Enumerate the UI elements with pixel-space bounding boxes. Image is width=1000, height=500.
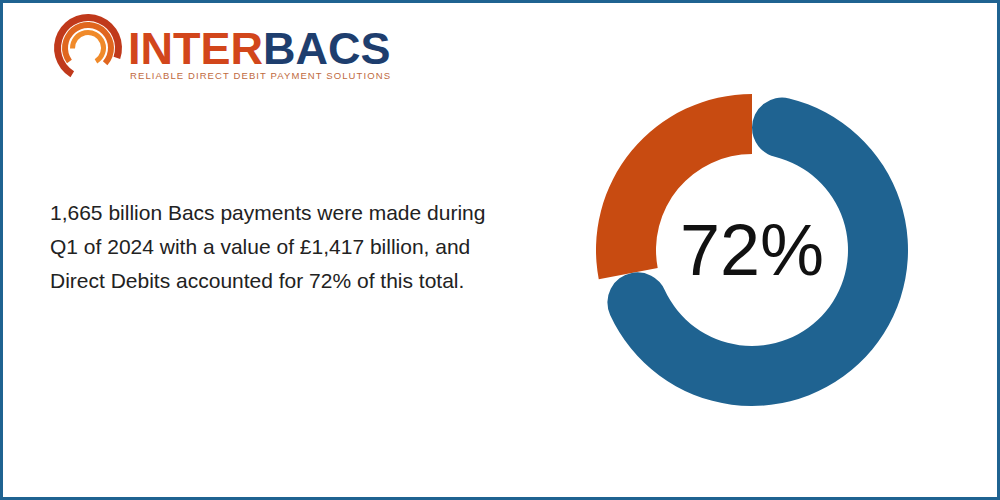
slice — [607, 98, 908, 406]
logo-text: INTERBACS — [128, 23, 391, 74]
tagline: RELIABLE DIRECT DEBIT PAYMENT SOLUTIONS — [130, 70, 391, 81]
logo: INTERBACSRELIABLE DIRECT DEBIT PAYMENT S… — [54, 14, 391, 81]
annotation-line: Direct Debits accounted for 72% of this … — [50, 269, 464, 292]
logo-word: BACS — [263, 23, 391, 74]
logo-icon — [54, 14, 122, 77]
data-label: 72% — [680, 210, 824, 290]
annotation: 1,665 billion Bacs payments were made du… — [50, 201, 485, 292]
annotation-line: 1,665 billion Bacs payments were made du… — [50, 201, 485, 224]
canvas: INTERBACSRELIABLE DIRECT DEBIT PAYMENT S… — [0, 0, 1000, 500]
logo-swirl — [70, 30, 106, 63]
logo-word: INTER — [128, 23, 263, 74]
frame — [2, 2, 999, 499]
annotation-line: Q1 of 2024 with a value of £1,417 billio… — [50, 235, 470, 258]
logo-swirl — [62, 22, 114, 65]
donut — [596, 94, 908, 406]
logo-swirl — [54, 14, 122, 77]
